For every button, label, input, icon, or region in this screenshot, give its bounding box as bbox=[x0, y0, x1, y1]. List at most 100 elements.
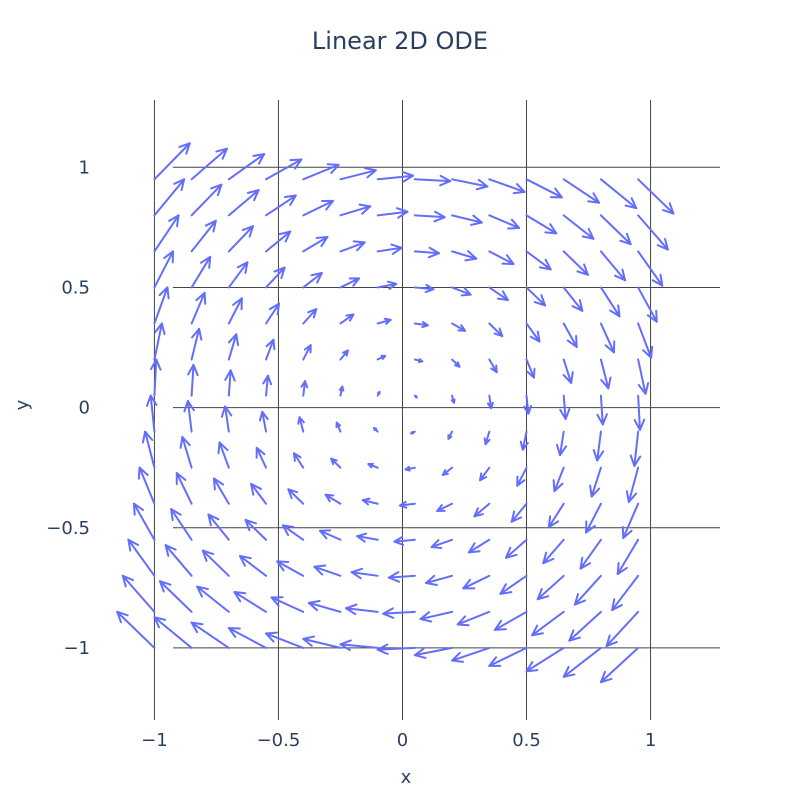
quiver-arrow bbox=[190, 291, 207, 325]
quiver-arrow bbox=[525, 358, 536, 379]
x-tick-label: 0 bbox=[397, 730, 408, 751]
quiver-arrow bbox=[413, 646, 454, 659]
quiver-arrow bbox=[479, 466, 491, 482]
quiver-arrow bbox=[339, 167, 377, 181]
quiver-arrow bbox=[462, 574, 491, 590]
quiver-arrow bbox=[447, 430, 454, 440]
quiver-arrow bbox=[441, 466, 454, 476]
quiver-arrow bbox=[451, 322, 467, 332]
quiver-arrow bbox=[302, 199, 335, 217]
quiver-arrow bbox=[413, 283, 435, 294]
quiver-arrow bbox=[338, 385, 345, 397]
quiver-arrow bbox=[164, 544, 193, 577]
quiver-arrow bbox=[637, 286, 658, 323]
quiver-arrow bbox=[153, 142, 191, 181]
quiver-arrow bbox=[523, 394, 533, 415]
grid-layer bbox=[153, 100, 720, 720]
quiver-arrow bbox=[376, 317, 392, 325]
quiver-arrow bbox=[592, 430, 605, 462]
quiver-arrow bbox=[190, 621, 230, 649]
quiver-arrow bbox=[339, 349, 349, 361]
quiver-arrow bbox=[562, 250, 589, 276]
quiver-arrow bbox=[239, 554, 268, 577]
quiver-arrow bbox=[121, 574, 156, 613]
quiver-arrow bbox=[281, 524, 305, 541]
quiver-arrow bbox=[483, 430, 491, 446]
quiver-arrow bbox=[559, 394, 571, 421]
quiver-arrow bbox=[287, 488, 305, 505]
quiver-arrow bbox=[153, 322, 166, 361]
quiver-arrow bbox=[250, 482, 268, 505]
quiver-arrow bbox=[265, 266, 286, 289]
quiver-arrow bbox=[356, 532, 379, 543]
quiver-arrow bbox=[187, 363, 199, 397]
quiver-arrow bbox=[542, 538, 565, 565]
quiver-arrow bbox=[179, 436, 193, 469]
quiver-arrow bbox=[599, 322, 616, 354]
quiver-arrow bbox=[302, 272, 323, 289]
quiver-arrow bbox=[265, 194, 297, 217]
quiver-arrow bbox=[387, 571, 416, 583]
quiver-arrow bbox=[488, 322, 504, 338]
quiver-arrow bbox=[233, 591, 268, 613]
quiver-arrow bbox=[376, 280, 398, 290]
quiver-arrow bbox=[376, 170, 415, 183]
quiver-arrow bbox=[599, 358, 612, 390]
quiver-arrow bbox=[175, 472, 193, 505]
quiver-arrow bbox=[376, 354, 387, 361]
quiver-arrow bbox=[488, 178, 526, 195]
quiver-arrow bbox=[413, 358, 424, 364]
quiver-arrow bbox=[153, 178, 186, 217]
quiver-arrow bbox=[451, 214, 483, 226]
quiver-arrow bbox=[413, 246, 441, 259]
quiver-arrow bbox=[376, 390, 381, 397]
quiver-arrow bbox=[141, 430, 156, 469]
chart-title: Linear 2D ODE bbox=[312, 27, 488, 55]
quiver-arrow bbox=[599, 178, 638, 210]
y-tick-label: −1 bbox=[63, 638, 90, 659]
quiver-arrow bbox=[376, 643, 416, 656]
quiver-arrow bbox=[419, 610, 454, 623]
quiver-arrow bbox=[596, 394, 608, 426]
quiver-arrow bbox=[599, 646, 640, 684]
quiver-arrow bbox=[265, 158, 303, 181]
quiver-arrow bbox=[220, 405, 233, 433]
quiver-arrow bbox=[350, 567, 379, 580]
quiver-arrow bbox=[525, 214, 558, 235]
quiver-arrow bbox=[599, 214, 632, 246]
quiver-arrow bbox=[372, 427, 379, 433]
quiver-arrow bbox=[611, 574, 640, 612]
quiver-arrow bbox=[324, 493, 342, 505]
quiver-arrow bbox=[227, 189, 260, 217]
quiver-arrow bbox=[335, 421, 342, 433]
quiver-arrow bbox=[525, 646, 565, 673]
quiver-arrow bbox=[505, 538, 528, 559]
quiver-arrow bbox=[629, 430, 642, 467]
quiver-arrow bbox=[345, 603, 379, 616]
quiver-arrow bbox=[190, 327, 203, 361]
quiver-arrow bbox=[149, 358, 162, 397]
quiver-arrow bbox=[404, 465, 416, 472]
quiver-arrow bbox=[625, 466, 640, 503]
quiver-arrow bbox=[159, 580, 193, 613]
quiver-arrow bbox=[153, 286, 170, 325]
quiver-arrow bbox=[413, 321, 429, 329]
quiver-arrow bbox=[255, 446, 268, 469]
quiver-arrow bbox=[562, 358, 574, 384]
quiver-arrow bbox=[555, 430, 568, 457]
quiver-arrow bbox=[258, 410, 269, 433]
quiver-arrow bbox=[376, 243, 403, 255]
quiver-arrow bbox=[201, 549, 230, 577]
x-axis-ticks: −1 −0.5 0 0.5 1 bbox=[141, 730, 656, 751]
quiver-arrow bbox=[568, 610, 602, 642]
quiver-arrow bbox=[573, 574, 602, 606]
x-tick-label: 1 bbox=[645, 730, 656, 751]
quiver-arrow bbox=[467, 538, 491, 554]
quiver-arrow bbox=[486, 394, 494, 410]
quiver-arrow bbox=[265, 302, 281, 325]
quiver-arrow bbox=[330, 457, 342, 469]
quiver-arrow bbox=[562, 646, 602, 678]
quiver-arrow bbox=[456, 610, 491, 627]
quiver-arrow bbox=[265, 230, 292, 253]
quiver-arrow bbox=[413, 174, 452, 187]
